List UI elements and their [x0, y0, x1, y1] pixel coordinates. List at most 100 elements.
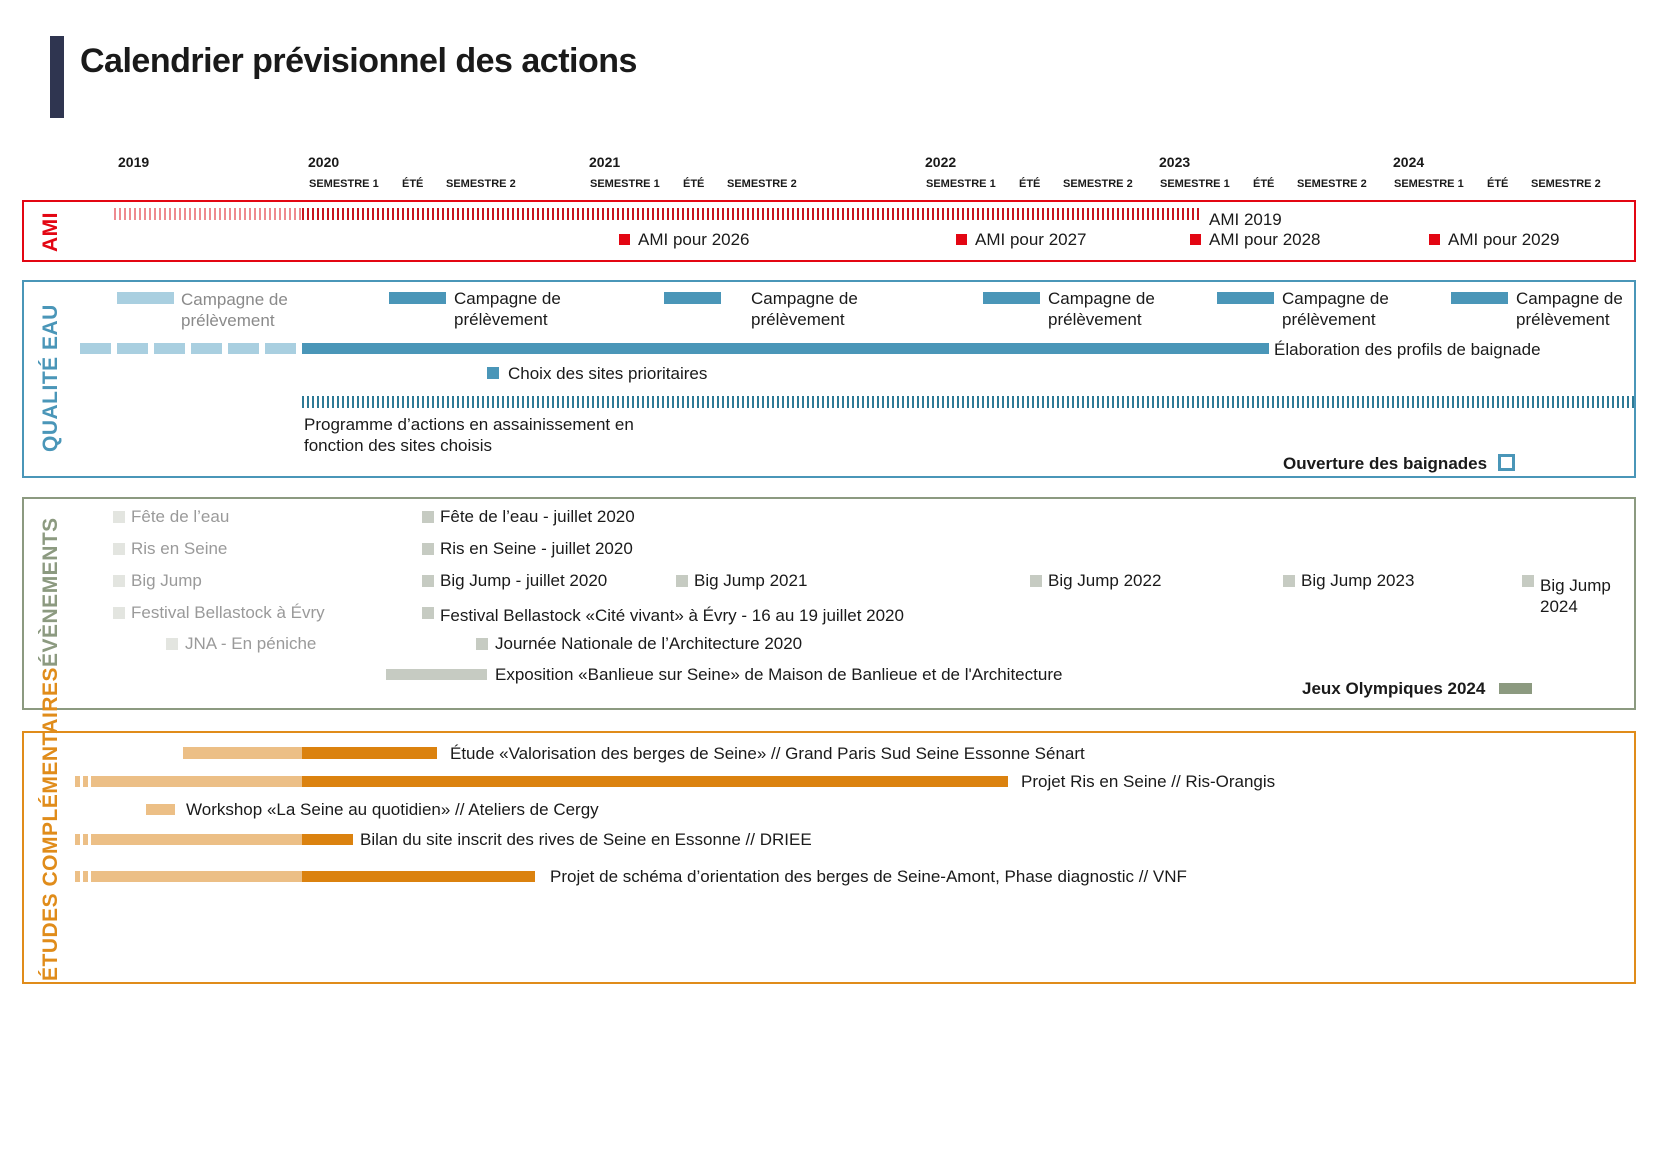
ami-2029-marker — [1429, 234, 1440, 245]
ouverture-baignades-marker — [1498, 454, 1515, 471]
year-2020: 2020 — [308, 154, 340, 170]
section-qualite-eau — [22, 280, 1636, 478]
schema-bar-dashed — [75, 871, 96, 882]
projet-ris-bar-dashed — [75, 776, 96, 787]
schema-bar — [302, 871, 535, 882]
period-ete: ÉTÉ — [1019, 178, 1041, 190]
campagne-2020-label-1: Campagne de — [454, 289, 561, 308]
period-s1: SEMESTRE 1 — [1394, 178, 1464, 190]
bigjump-2020-label: Big Jump - juillet 2020 — [440, 571, 608, 590]
exposition-label: Exposition «Banlieue sur Seine» de Maiso… — [495, 665, 1063, 684]
ami-2028-marker — [1190, 234, 1201, 245]
section-qualite-eau-label: QUALITÉ EAU — [39, 304, 62, 452]
period-ete: ÉTÉ — [402, 178, 424, 190]
campagne-2024-label-1: Campagne de — [1516, 289, 1623, 308]
bigjump-2019-label: Big Jump — [131, 571, 202, 590]
choix-sites-marker — [487, 367, 499, 379]
ouverture-baignades-label: Ouverture des baignades — [1283, 454, 1488, 473]
journee-2020-marker — [476, 638, 488, 650]
period-s1: SEMESTRE 1 — [309, 178, 379, 190]
exposition-bar — [386, 669, 487, 680]
campagne-2024-label-2: prélèvement — [1516, 310, 1610, 329]
ami-2027-label: AMI pour 2027 — [975, 230, 1087, 249]
campagne-2023-label-1: Campagne de — [1282, 289, 1389, 308]
campagne-2019-label-2: prélèvement — [181, 311, 275, 330]
schema-bar-light — [96, 871, 302, 882]
section-ami-label: AMI — [39, 212, 62, 252]
bigjump-2024-label-1: Big Jump — [1540, 576, 1611, 595]
ris-2020-label: Ris en Seine - juillet 2020 — [440, 539, 633, 558]
campagne-2019-bar — [117, 292, 174, 304]
programme-label-2: fonction des sites choisis — [304, 436, 493, 455]
period-s1: SEMESTRE 1 — [1160, 178, 1230, 190]
bigjump-2023-label: Big Jump 2023 — [1301, 571, 1415, 590]
ami-2026-marker — [619, 234, 630, 245]
fete-2019-label: Fête de l’eau — [131, 507, 230, 526]
page-title: Calendrier prévisionnel des actions — [80, 42, 637, 80]
campagne-2021-label-2: prélèvement — [751, 310, 845, 329]
jo-2024-label: Jeux Olympiques 2024 — [1302, 679, 1486, 698]
bilan-bar — [302, 834, 353, 845]
section-evenements-label: ÉVÈNEMENTS — [39, 517, 62, 667]
bigjump-2022-marker — [1030, 575, 1042, 587]
bilan-label: Bilan du site inscrit des rives de Seine… — [360, 830, 812, 849]
bigjump-2024-marker — [1522, 575, 1534, 587]
journee-2020-label: Journée Nationale de l’Architecture 2020 — [495, 634, 803, 653]
ami-bar-2019-light — [114, 208, 302, 220]
projet-ris-bar — [302, 776, 1008, 787]
campagne-2021-label-1: Campagne de — [751, 289, 858, 308]
period-s2: SEMESTRE 2 — [1297, 178, 1367, 190]
bigjump-2021-marker — [676, 575, 688, 587]
period-s1: SEMESTRE 1 — [926, 178, 996, 190]
bigjump-2024-label-2: 2024 — [1540, 597, 1578, 616]
campagne-2023-bar — [1217, 292, 1274, 304]
ami-2027-marker — [956, 234, 967, 245]
campagne-2020-label-2: prélèvement — [454, 310, 548, 329]
campagne-2022-label-1: Campagne de — [1048, 289, 1155, 308]
period-s2: SEMESTRE 2 — [727, 178, 797, 190]
campagne-2022-label-2: prélèvement — [1048, 310, 1142, 329]
title-accent-bar — [50, 36, 64, 118]
ris-2019-marker — [113, 543, 125, 555]
jna-2019-label: JNA - En péniche — [185, 634, 317, 653]
period-s2: SEMESTRE 2 — [1063, 178, 1133, 190]
period-ete: ÉTÉ — [1487, 178, 1509, 190]
schema-label: Projet de schéma d’orientation des berge… — [550, 867, 1187, 886]
bigjump-2023-marker — [1283, 575, 1295, 587]
workshop-bar — [146, 804, 175, 815]
bellastock-2019-marker — [113, 607, 125, 619]
year-2022: 2022 — [925, 154, 957, 170]
year-2019: 2019 — [118, 154, 150, 170]
campagne-2023-label-2: prélèvement — [1282, 310, 1376, 329]
bilan-bar-dashed — [75, 834, 96, 845]
jna-2019-marker — [166, 638, 178, 650]
campagne-2019-label-1: Campagne de — [181, 290, 288, 309]
ami-bar-main — [302, 208, 1202, 220]
campagne-2021-bar — [664, 292, 721, 304]
programme-label-1: Programme d’actions en assainissement en — [304, 415, 634, 434]
bigjump-2019-marker — [113, 575, 125, 587]
choix-sites-label: Choix des sites prioritaires — [508, 364, 708, 383]
campagne-2022-bar — [983, 292, 1040, 304]
ris-2020-marker — [422, 543, 434, 555]
etude-valorisation-label: Étude «Valorisation des berges de Seine»… — [450, 744, 1085, 763]
bigjump-2021-label: Big Jump 2021 — [694, 571, 808, 590]
ami-2019-label: AMI 2019 — [1209, 210, 1282, 229]
bellastock-2020-marker — [422, 607, 434, 619]
section-ami — [22, 200, 1636, 262]
period-ete: ÉTÉ — [1253, 178, 1275, 190]
bigjump-2020-marker — [422, 575, 434, 587]
projet-ris-label: Projet Ris en Seine // Ris-Orangis — [1021, 772, 1276, 791]
profils-label: Élaboration des profils de baignade — [1274, 340, 1541, 359]
bigjump-2022-label: Big Jump 2022 — [1048, 571, 1162, 590]
ris-2019-label: Ris en Seine — [131, 539, 228, 558]
etude-valorisation-bar-light — [183, 747, 302, 759]
profils-bar — [302, 343, 1269, 354]
profils-bar-dashed — [80, 343, 296, 354]
etude-valorisation-bar — [302, 747, 437, 759]
fete-2020-label: Fête de l’eau - juillet 2020 — [440, 507, 635, 526]
section-etudes — [22, 731, 1636, 984]
campagne-2024-bar — [1451, 292, 1508, 304]
fete-2019-marker — [113, 511, 125, 523]
year-2023: 2023 — [1159, 154, 1191, 170]
